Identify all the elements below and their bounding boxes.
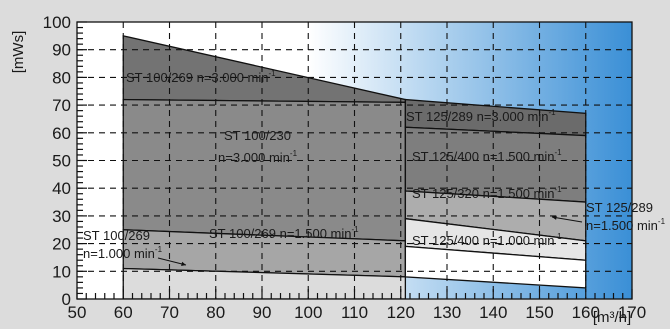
x-tick-label: 50 (68, 303, 87, 322)
x-tick-label: 150 (525, 303, 553, 322)
x-tick-label: 100 (294, 303, 322, 322)
region-label-l1: ST 100/269 n=3.000 min-1 (126, 69, 276, 85)
y-tick-label: 40 (52, 179, 71, 198)
y-axis-label: [mWs] (10, 31, 27, 74)
region-label-r4b: n=1.500 min-1 (586, 217, 666, 233)
y-tick-label: 60 (52, 124, 71, 143)
region-1 (122, 98, 407, 242)
x-tick-label: 80 (206, 303, 225, 322)
region-label-r5: ST 125/400 n=1.000 min-1 (412, 232, 562, 248)
callout-arrowhead (552, 215, 557, 220)
y-tick-label: 70 (52, 96, 71, 115)
x-tick-label: 60 (114, 303, 133, 322)
x-tick-label: 160 (572, 303, 600, 322)
y-tick-label: 50 (52, 152, 71, 171)
y-tick-label: 80 (52, 68, 71, 87)
x-tick-label: 130 (433, 303, 461, 322)
region-label-r3: ST 125/320 n=1.500 min-1 (412, 185, 562, 201)
callout-arrowhead (181, 261, 186, 267)
region-label-r4a: ST 125/289 (586, 200, 653, 215)
x-tick-label: 110 (341, 303, 368, 322)
region-label-r1: ST 125/289 n=3.000 min-1 (406, 108, 556, 124)
region-label-l2a: ST 100/230 (224, 128, 291, 143)
y-tick-label: 0 (62, 290, 71, 309)
region-label-l4a: ST 100/269 (83, 228, 150, 243)
y-tick-label: 10 (52, 262, 71, 281)
callout-line (157, 257, 187, 266)
x-tick-label: 120 (387, 303, 415, 322)
x-tick-label: 140 (479, 303, 507, 322)
region-label-l4b: n=1.000 min-1 (83, 245, 163, 261)
callout-line (551, 216, 583, 223)
x-tick-label: 90 (253, 303, 272, 322)
x-tick-label: 170 (618, 303, 646, 322)
y-tick-label: 20 (52, 235, 71, 254)
x-tick-label: 70 (160, 303, 179, 322)
region-label-l2b: n=3.000 min-1 (218, 149, 298, 165)
region-label-r2: ST 125/400 n=1.500 min-1 (412, 148, 562, 164)
y-tick-label: 100 (43, 13, 71, 32)
y-tick-label: 30 (52, 207, 71, 226)
y-tick-label: 90 (52, 41, 71, 60)
x-axis-label: [m³/h] (593, 309, 631, 326)
region-label-l3: ST 100/269 n=1.500 min-1 (209, 225, 359, 241)
